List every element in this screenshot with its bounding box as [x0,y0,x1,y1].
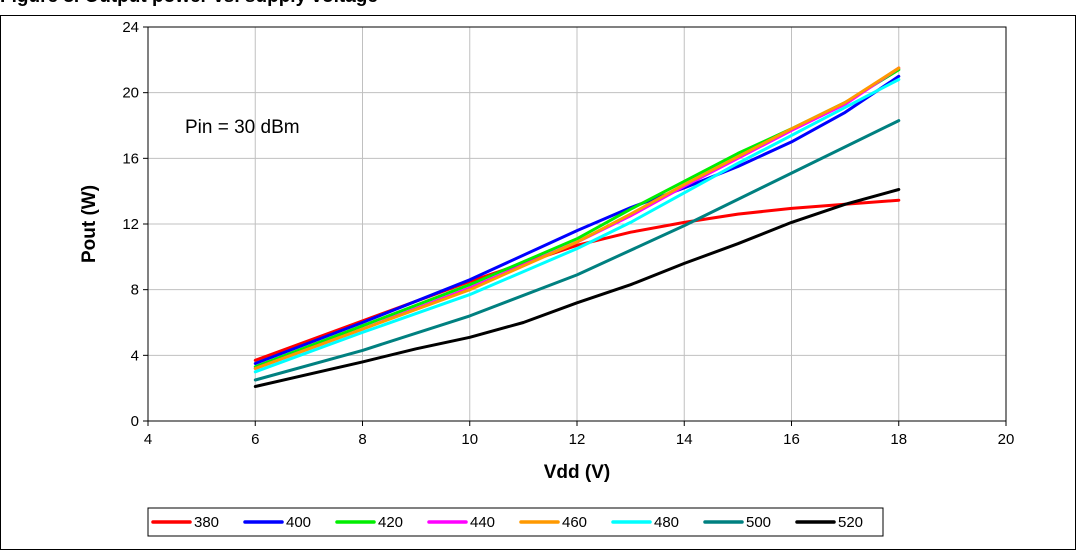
y-tick-label: 8 [131,282,139,299]
series-line-500 [253,119,901,382]
series-lines [253,66,901,388]
series-line-480 [253,78,901,374]
x-tick-label: 4 [144,431,152,448]
legend: 380 400 420 440 460 480 500 520 [147,507,884,537]
legend-label-480: 480 [654,514,679,531]
y-tick-label: 12 [122,216,139,233]
annotation-pin: Pin = 30 dBm [185,117,300,138]
y-tick-label: 0 [131,413,139,430]
legend-label-500: 500 [746,514,771,531]
x-tick-label: 16 [783,431,800,448]
legend-label-520: 520 [838,514,863,531]
y-tick-label: 20 [122,85,139,102]
series-line-520 [253,188,901,388]
x-tick-label: 20 [998,431,1015,448]
y-tick-label: 16 [122,150,139,167]
y-axis-title: Pout (W) [79,185,100,263]
x-tick-label: 10 [461,431,478,448]
series-line-460 [253,66,901,370]
legend-label-380: 380 [194,514,219,531]
chart-frame: 4 6 8 10 12 14 16 18 20 0 4 8 12 16 20 24 Pin = 30 dBm … [0,15,1076,550]
x-tick-label: 8 [358,431,366,448]
x-axis-title: Vdd (V) [544,462,611,483]
legend-label-420: 420 [378,514,403,531]
x-tick-label: 14 [676,431,693,448]
legend-label-440: 440 [470,514,495,531]
x-tick-label: 6 [251,431,259,448]
legend-label-400: 400 [286,514,311,531]
page-title: Figure 8. Output power vs. supply voltag… [0,0,378,8]
x-tick-label: 18 [890,431,907,448]
y-tick-label: 4 [131,347,139,364]
legend-label-460: 460 [562,514,587,531]
x-tick-label: 12 [569,431,586,448]
y-tick-label: 24 [122,19,139,36]
